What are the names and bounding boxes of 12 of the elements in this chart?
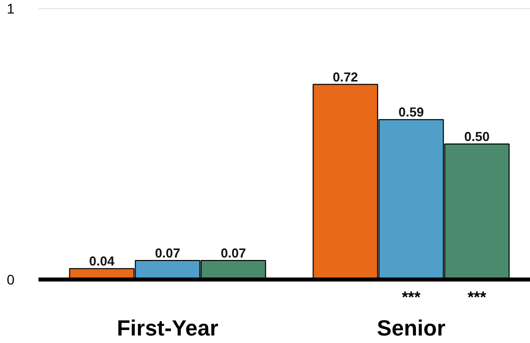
x-tick-label: Senior (376, 316, 446, 340)
data-label: 0.72 (332, 69, 358, 84)
data-label: 0.59 (398, 104, 424, 120)
y-tick-label: 0 (6, 272, 15, 288)
data-label: 0.07 (220, 246, 246, 261)
y-tick-label: 1 (6, 0, 15, 16)
data-label: 0.07 (154, 246, 180, 261)
data-label: 0.04 (89, 254, 116, 269)
text: *** (402, 290, 422, 306)
text: *** (468, 290, 488, 306)
x-tick-label: First-Year (116, 316, 219, 340)
data-label: 0.50 (464, 129, 490, 144)
